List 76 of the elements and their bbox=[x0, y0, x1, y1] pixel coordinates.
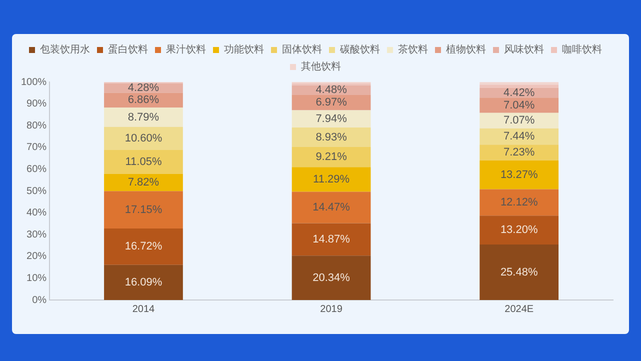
bar bbox=[104, 150, 183, 174]
data-label: 16.09% bbox=[124, 276, 162, 288]
data-label: 13.20% bbox=[500, 224, 538, 236]
data-label: 6.97% bbox=[316, 96, 348, 109]
bar bbox=[292, 167, 371, 192]
data-label: 14.47% bbox=[312, 202, 350, 214]
data-label: 4.42% bbox=[503, 86, 535, 99]
y-tick-label: 40% bbox=[26, 208, 47, 219]
data-label: 12.12% bbox=[500, 196, 538, 208]
y-tick-label: 20% bbox=[26, 251, 47, 262]
data-label: 7.23% bbox=[503, 146, 535, 158]
bar bbox=[292, 110, 371, 128]
x-tick-label: 2019 bbox=[320, 304, 343, 315]
y-tick-label: 50% bbox=[26, 186, 47, 197]
bar bbox=[292, 128, 371, 148]
bar bbox=[104, 228, 183, 265]
y-tick-label: 90% bbox=[26, 98, 47, 110]
bar bbox=[292, 223, 371, 256]
bar bbox=[480, 98, 559, 113]
bar bbox=[480, 128, 559, 145]
bar bbox=[480, 189, 559, 216]
x-tick-label: 2024E bbox=[504, 304, 534, 315]
data-label: 20.34% bbox=[312, 272, 350, 284]
bar bbox=[480, 216, 559, 244]
data-label: 7.82% bbox=[128, 176, 160, 189]
legend-label: 茶饮料 bbox=[398, 44, 428, 56]
data-label: 9.21% bbox=[316, 151, 348, 164]
y-tick-label: 30% bbox=[26, 229, 47, 240]
legend-label: 碳酸饮料 bbox=[339, 44, 380, 56]
data-label: 7.44% bbox=[503, 130, 535, 142]
bar bbox=[104, 126, 183, 150]
y-tick-label: 0% bbox=[32, 294, 47, 306]
y-tick-label: 60% bbox=[26, 164, 47, 175]
legend-label: 功能饮料 bbox=[224, 44, 264, 56]
bar bbox=[292, 192, 371, 224]
data-label: 13.27% bbox=[500, 168, 538, 181]
bar bbox=[104, 108, 183, 127]
bar bbox=[292, 147, 371, 168]
data-label: 8.79% bbox=[128, 111, 160, 124]
data-label: 7.94% bbox=[316, 112, 348, 125]
bar bbox=[480, 84, 559, 88]
bar bbox=[480, 112, 559, 128]
legend-label: 风味饮料 bbox=[504, 44, 544, 56]
bar bbox=[480, 244, 559, 300]
bar bbox=[104, 264, 183, 300]
data-label: 7.07% bbox=[503, 114, 535, 127]
legend-label: 果汁饮料 bbox=[166, 44, 206, 56]
data-label: 4.28% bbox=[128, 82, 160, 94]
x-tick-label: 2014 bbox=[132, 304, 156, 315]
legend-label: 咖啡饮料 bbox=[562, 44, 602, 56]
y-tick-label: 70% bbox=[26, 142, 47, 154]
bar bbox=[104, 174, 183, 192]
legend-label: 蛋白饮料 bbox=[108, 44, 148, 56]
legend-label: 包装饮用水 bbox=[40, 44, 90, 56]
data-label: 4.48% bbox=[316, 84, 348, 96]
legend-label: 其他饮料 bbox=[301, 60, 341, 73]
y-tick-label: 80% bbox=[26, 120, 47, 132]
data-label: 11.05% bbox=[125, 156, 162, 168]
bar bbox=[480, 82, 559, 85]
data-label: 17.15% bbox=[124, 204, 162, 216]
data-label: 8.93% bbox=[316, 131, 348, 144]
data-label: 10.60% bbox=[124, 132, 162, 144]
bar bbox=[480, 144, 559, 160]
legend-label: 固体饮料 bbox=[282, 44, 322, 56]
data-label: 11.29% bbox=[313, 173, 350, 186]
legend-label: 植物饮料 bbox=[446, 44, 486, 56]
bar bbox=[104, 191, 183, 228]
bar bbox=[480, 160, 559, 190]
bar bbox=[292, 256, 371, 300]
y-tick-label: 100% bbox=[21, 76, 47, 88]
data-label: 14.87% bbox=[312, 233, 350, 246]
data-label: 25.48% bbox=[500, 266, 538, 278]
y-tick-label: 10% bbox=[26, 272, 47, 284]
data-label: 6.86% bbox=[128, 94, 160, 106]
data-label: 16.72% bbox=[124, 240, 162, 253]
data-label: 7.04% bbox=[503, 99, 535, 112]
